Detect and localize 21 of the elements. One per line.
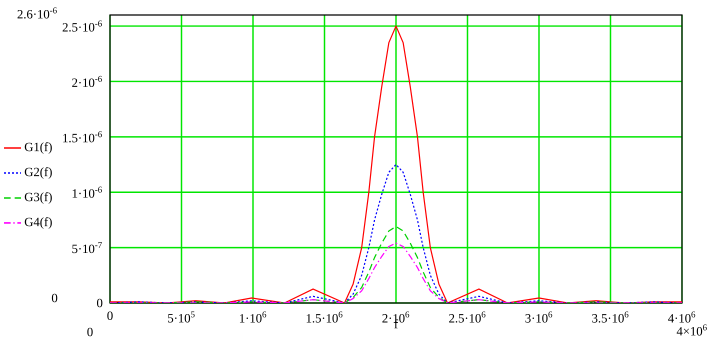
y-tick-label: 5·10$^{-7}$: [72, 242, 102, 254]
legend-label: G4(f): [24, 217, 52, 229]
text: 4×10$^{6}$: [676, 324, 707, 336]
legend-label: G3(f): [24, 192, 52, 204]
y-tick-label: 1.5·10$^{-6}$: [63, 131, 102, 142]
legend-label: G1(f): [24, 142, 52, 154]
x-tick-label: 5·10$^{5}$: [168, 311, 195, 323]
y-tick-label: 2·10$^{-6}$: [72, 76, 102, 87]
x-tick-label: 3·10$^{6}$: [525, 311, 552, 323]
x-tick-label: 1.5·10$^{6}$: [306, 311, 342, 323]
y-tick-label: 2.5·10$^{-6}$: [62, 20, 102, 32]
text: 0: [52, 294, 58, 302]
x-tick-label: 1·10$^{6}$: [240, 311, 266, 323]
x-tick-label: 2.5·10$^{6}$: [449, 311, 486, 323]
y-tick-label: 1·10$^{-6}$: [72, 186, 102, 198]
legend-label: G2(f): [24, 167, 52, 179]
y-tick-label: 0: [97, 298, 102, 308]
x-tick-label: 0: [107, 311, 113, 320]
x-tick-label: 3.5·10$^{6}$: [592, 311, 628, 323]
text: 2.6·10$^{-6}$: [18, 7, 57, 19]
x-tick-label: 4·10$^{6}$: [668, 311, 696, 323]
